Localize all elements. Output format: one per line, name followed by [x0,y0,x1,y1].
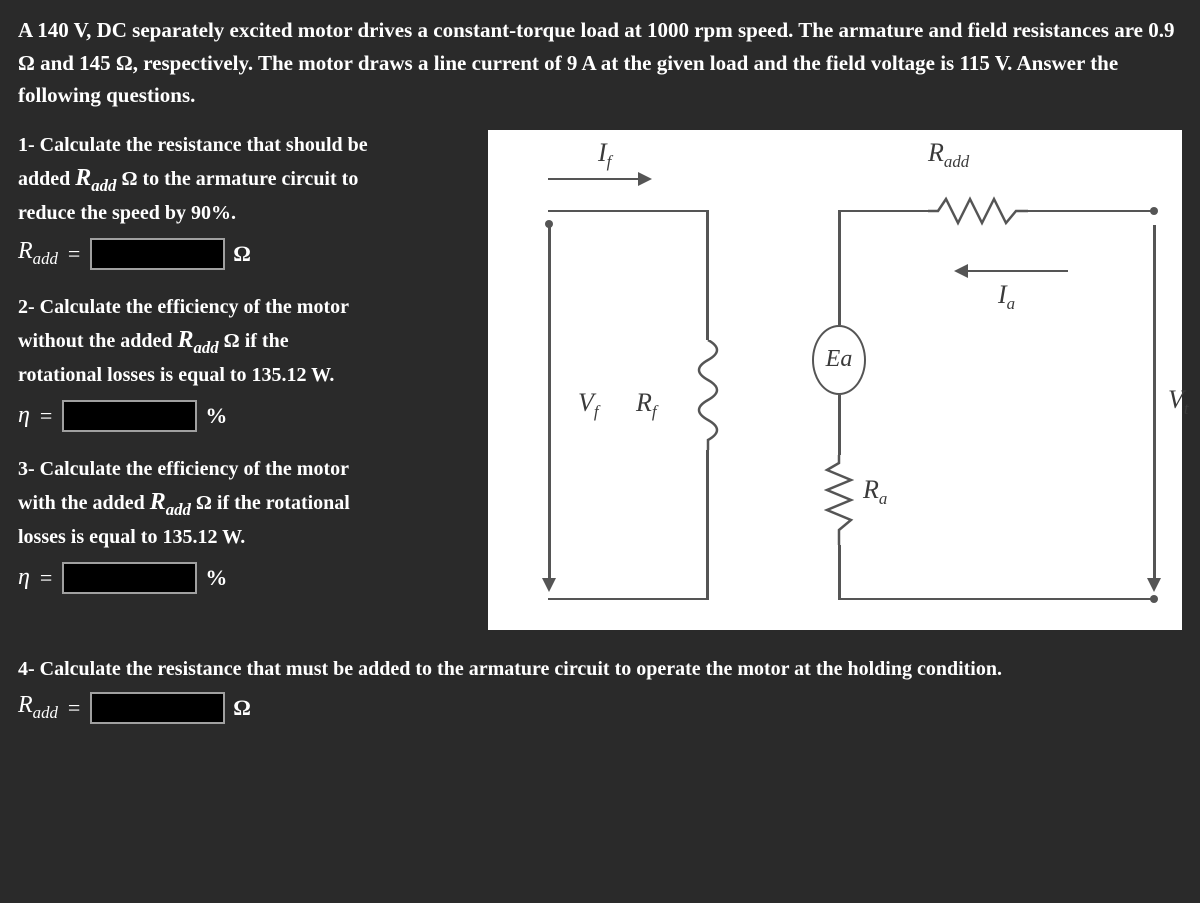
radd-resistor-icon [928,196,1028,226]
q2-line-d: rotational losses is equal to 135.12 W. [18,364,334,386]
arm-mid-wire-bot [838,545,841,600]
label-ra: Ra [863,475,887,509]
q1-answer-var: Radd [18,238,58,269]
q1-line-c: Ω to the armature circuit to [121,168,358,190]
q1-unit: Ω [233,241,251,267]
q2-unit: % [205,403,227,429]
q3-answer-row: η = % [18,562,488,594]
if-arrow-head [638,172,652,186]
question-2: 2- Calculate the efficiency of the motor… [18,292,488,390]
q2-answer-row: η = % [18,400,488,432]
q1-radd-symbol: Radd [75,165,116,191]
q2-line-b: without the added [18,330,177,352]
q1-answer-input[interactable] [90,238,225,270]
q2-answer-var: η [18,402,30,429]
q2-line-c: Ω if the [224,330,289,352]
q4-answer-row: Radd = Ω [18,692,1182,724]
arm-mid-wire-top [838,210,841,325]
arm-top-wire-left [838,210,928,213]
q3-answer-var: η [18,564,30,591]
q1-answer-row: Radd = Ω [18,238,488,270]
ea-source-icon: Ea [812,325,866,395]
label-rf: Rf [636,388,657,422]
field-right-wire-top [706,210,709,340]
vf-arrow-head [542,578,556,592]
questions-column: 1- Calculate the resistance that should … [18,130,488,630]
field-bottom-wire [548,598,708,601]
q4-unit: Ω [233,695,251,721]
ia-arrow-head [954,264,968,278]
q1-line-a: 1- Calculate the resistance that should … [18,134,368,156]
q1-line-d: reduce the speed by 90%. [18,202,236,224]
q3-answer-input[interactable] [62,562,197,594]
q4-answer-var: Radd [18,692,58,723]
arm-top-wire-right [1028,210,1153,213]
problem-statement: A 140 V, DC separately excited motor dri… [18,14,1182,112]
field-top-wire [548,210,708,213]
circuit-diagram: If Vf Rf [488,130,1182,630]
vt-arrow-head [1147,578,1161,592]
q3-line-a: 3- Calculate the efficiency of the motor [18,458,349,480]
q3-line-b: with the added [18,492,150,514]
label-ia: Ia [998,280,1015,314]
vf-line [548,225,551,585]
q4-answer-input[interactable] [90,692,225,724]
question-3: 3- Calculate the efficiency of the motor… [18,454,488,552]
equals-sign: = [68,695,80,721]
field-inductor-icon [690,340,726,450]
ia-arrow-line [968,270,1068,273]
equals-sign: = [40,565,52,591]
q3-line-c: Ω if the rotational [196,492,350,514]
label-radd: Radd [928,138,969,172]
vf-top-dot [545,220,553,228]
q2-answer-input[interactable] [62,400,197,432]
ra-resistor-icon [824,455,854,545]
equals-sign: = [40,403,52,429]
q3-radd-symbol: Radd [150,489,191,515]
arm-mid-wire-mid [838,395,841,455]
question-4: 4- Calculate the resistance that must be… [18,654,1182,684]
q2-radd-symbol: Radd [177,327,218,353]
q3-unit: % [205,565,227,591]
q1-line-b: added [18,168,75,190]
label-vf: Vf [578,388,599,422]
vt-line [1153,225,1156,585]
arm-bottom-wire [838,598,1154,601]
field-right-wire-bot [706,450,709,600]
if-arrow-line [548,178,638,181]
q3-line-d: losses is equal to 135.12 W. [18,526,245,548]
arm-bot-right-dot [1150,595,1158,603]
content-row: 1- Calculate the resistance that should … [18,130,1182,630]
label-if: If [598,138,611,172]
q2-line-a: 2- Calculate the efficiency of the motor [18,296,349,318]
equals-sign: = [68,241,80,267]
arm-top-right-dot [1150,207,1158,215]
question-1: 1- Calculate the resistance that should … [18,130,488,228]
label-vt: Vt [1168,385,1189,419]
